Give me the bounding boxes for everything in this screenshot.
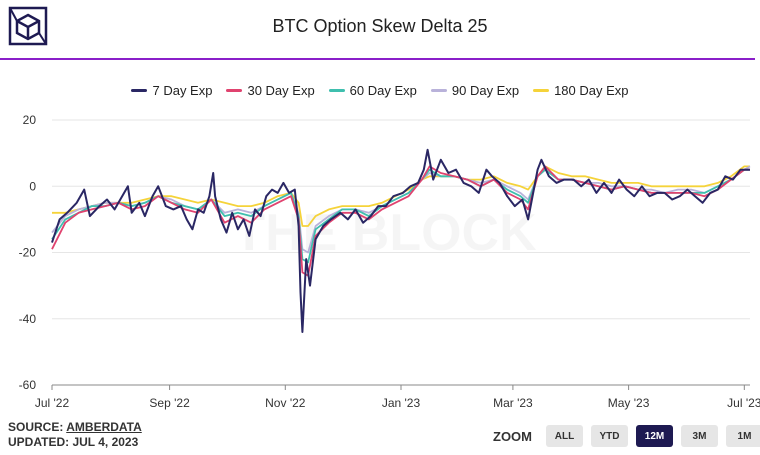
legend-swatch-60d xyxy=(328,89,345,92)
chart-footer: SOURCE: AMBERDATA UPDATED: JUL 4, 2023 xyxy=(8,420,142,450)
source-line: SOURCE: AMBERDATA xyxy=(8,420,142,435)
y-tick-label: -60 xyxy=(19,378,37,392)
series-line-7-day-exp xyxy=(51,148,750,333)
legend-item-7d[interactable]: 7 Day Exp xyxy=(131,83,212,98)
zoom-controls: ZOOM ALL YTD 12M 3M 1M xyxy=(493,425,760,447)
chart-legend: 7 Day Exp 30 Day Exp 60 Day Exp 90 Day E… xyxy=(0,83,760,98)
legend-swatch-90d xyxy=(430,89,447,92)
zoom-all-button[interactable]: ALL xyxy=(546,425,583,447)
zoom-12m-button[interactable]: 12M xyxy=(636,425,673,447)
zoom-1m-button[interactable]: 1M xyxy=(726,425,760,447)
series-line-30-day-exp xyxy=(51,165,750,277)
legend-swatch-7d xyxy=(131,89,148,92)
legend-label-30d: 30 Day Exp xyxy=(247,83,315,98)
legend-label-7d: 7 Day Exp xyxy=(152,83,213,98)
x-tick-label: Sep '22 xyxy=(149,396,190,410)
y-tick-label: -20 xyxy=(19,246,37,260)
legend-label-60d: 60 Day Exp xyxy=(349,83,417,98)
source-link[interactable]: AMBERDATA xyxy=(66,420,142,434)
y-tick-label: 0 xyxy=(29,179,36,193)
zoom-3m-button[interactable]: 3M xyxy=(681,425,718,447)
x-tick-label: Mar '23 xyxy=(493,396,533,410)
legend-item-180d[interactable]: 180 Day Exp xyxy=(533,83,629,98)
zoom-ytd-button[interactable]: YTD xyxy=(591,425,628,447)
chart-title: BTC Option Skew Delta 25 xyxy=(272,16,488,36)
x-tick-label: Jan '23 xyxy=(382,396,421,410)
x-tick-label: Jul '23 xyxy=(727,396,760,410)
title-divider xyxy=(0,58,755,60)
legend-label-90d: 90 Day Exp xyxy=(451,83,520,98)
legend-label-180d: 180 Day Exp xyxy=(554,83,629,98)
x-tick-label: Jul '22 xyxy=(35,396,70,410)
watermark: THE BLOCK xyxy=(233,204,537,262)
legend-swatch-30d xyxy=(226,89,243,92)
updated-date: UPDATED: JUL 4, 2023 xyxy=(8,435,139,449)
y-tick-label: -40 xyxy=(19,312,37,326)
x-tick-label: Nov '22 xyxy=(265,396,306,410)
legend-item-30d[interactable]: 30 Day Exp xyxy=(226,83,315,98)
y-tick-label: 20 xyxy=(23,113,37,127)
legend-swatch-180d xyxy=(533,89,550,92)
source-prefix: SOURCE: xyxy=(8,420,67,434)
legend-item-60d[interactable]: 60 Day Exp xyxy=(328,83,417,98)
zoom-label: ZOOM xyxy=(493,428,532,444)
x-tick-label: May '23 xyxy=(608,396,650,410)
legend-item-90d[interactable]: 90 Day Exp xyxy=(430,83,520,98)
the-block-logo xyxy=(8,6,48,46)
